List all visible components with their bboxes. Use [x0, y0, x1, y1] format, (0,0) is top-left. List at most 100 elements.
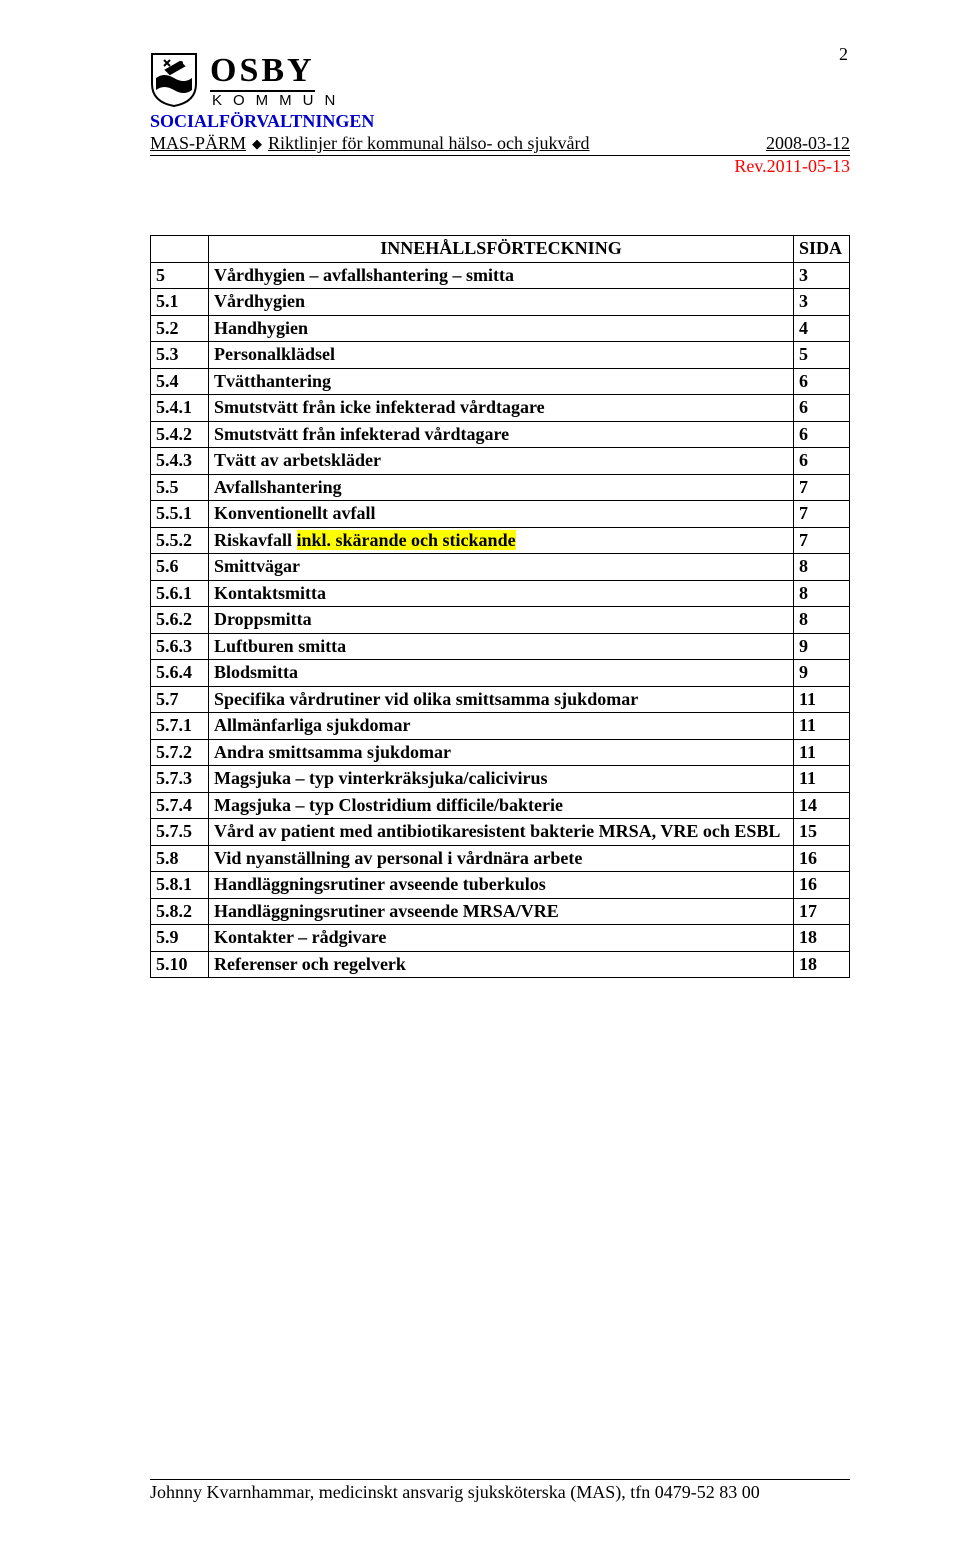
toc-row-number: 5.8 [151, 845, 209, 872]
toc-row-page: 9 [794, 633, 850, 660]
toc-row-page: 7 [794, 474, 850, 501]
logo-name: OSBY [210, 54, 315, 92]
toc-row: 5.2Handhygien4 [151, 315, 850, 342]
toc-row-title: Personalklädsel [209, 342, 794, 369]
document-header: OSBY KOMMUN SOCIALFÖRVALTNINGEN MAS-PÄRM… [150, 52, 850, 177]
subheader-prefix: MAS-PÄRM [150, 133, 246, 154]
toc-row-number: 5.8.2 [151, 898, 209, 925]
toc-row: 5.4.1Smutstvätt från icke infekterad vår… [151, 395, 850, 422]
toc-row-title: Konventionellt avfall [209, 501, 794, 528]
toc-row-title: Avfallshantering [209, 474, 794, 501]
toc-header-num [151, 236, 209, 263]
toc-row-number: 5.7.4 [151, 792, 209, 819]
toc-row-number: 5.9 [151, 925, 209, 952]
toc-row-title: Smutstvätt från icke infekterad vårdtaga… [209, 395, 794, 422]
toc-row-page: 11 [794, 739, 850, 766]
footer-text: Johnny Kvarnhammar, medicinskt ansvarig … [150, 1482, 850, 1503]
toc-row-number: 5.7.5 [151, 819, 209, 846]
toc-row-number: 5 [151, 262, 209, 289]
toc-row: 5.5.2Riskavfall inkl. skärande och stick… [151, 527, 850, 554]
toc-row-title: Magsjuka – typ Clostridium difficile/bak… [209, 792, 794, 819]
toc-row-title: Tvätt av arbetskläder [209, 448, 794, 475]
toc-row-title: Andra smittsamma sjukdomar [209, 739, 794, 766]
toc-header-page: SIDA [794, 236, 850, 263]
toc-row-page: 8 [794, 554, 850, 581]
toc-row-title: Specifika vårdrutiner vid olika smittsam… [209, 686, 794, 713]
toc-row-title: Blodsmitta [209, 660, 794, 687]
toc-row-title: Riskavfall inkl. skärande och stickande [209, 527, 794, 554]
toc-row-number: 5.4.3 [151, 448, 209, 475]
toc-row-number: 5.6.1 [151, 580, 209, 607]
footer-rule [150, 1479, 850, 1480]
toc-row: 5.7.2Andra smittsamma sjukdomar11 [151, 739, 850, 766]
revision-date: Rev.2011-05-13 [150, 156, 850, 177]
toc-row-page: 4 [794, 315, 850, 342]
toc-row-page: 7 [794, 527, 850, 554]
toc-row-page: 6 [794, 448, 850, 475]
toc-row-title: Luftburen smitta [209, 633, 794, 660]
diamond-icon: ◆ [252, 136, 262, 152]
toc-row: 5Vårdhygien – avfallshantering – smitta3 [151, 262, 850, 289]
footer: Johnny Kvarnhammar, medicinskt ansvarig … [150, 1479, 850, 1503]
toc-row-number: 5.7 [151, 686, 209, 713]
toc-row-number: 5.10 [151, 951, 209, 978]
toc-row-title: Vid nyanställning av personal i vårdnära… [209, 845, 794, 872]
toc-row-title: Referenser och regelverk [209, 951, 794, 978]
toc-row-page: 11 [794, 766, 850, 793]
department-name: SOCIALFÖRVALTNINGEN [150, 111, 850, 132]
toc-row-page: 8 [794, 580, 850, 607]
toc-row-title: Vårdhygien [209, 289, 794, 316]
toc-row-number: 5.7.1 [151, 713, 209, 740]
toc-row: 5.7.4Magsjuka – typ Clostridium difficil… [151, 792, 850, 819]
municipality-shield-icon [150, 52, 198, 108]
toc-row-number: 5.8.1 [151, 872, 209, 899]
toc-row: 5.7Specifika vårdrutiner vid olika smitt… [151, 686, 850, 713]
toc-row: 5.4Tvätthantering6 [151, 368, 850, 395]
toc-row-title: Vårdhygien – avfallshantering – smitta [209, 262, 794, 289]
toc-row-number: 5.4.2 [151, 421, 209, 448]
toc-row-page: 11 [794, 686, 850, 713]
logo-block: OSBY KOMMUN [150, 52, 850, 109]
toc-row-title: Smittvägar [209, 554, 794, 581]
toc-row: 5.4.3Tvätt av arbetskläder6 [151, 448, 850, 475]
toc-row: 5.10Referenser och regelverk18 [151, 951, 850, 978]
toc-row-number: 5.5.1 [151, 501, 209, 528]
toc-row-title: Smutstvätt från infekterad vårdtagare [209, 421, 794, 448]
toc-header-row: INNEHÅLLSFÖRTECKNINGSIDA [151, 236, 850, 263]
toc-row-page: 6 [794, 395, 850, 422]
toc-row-number: 5.2 [151, 315, 209, 342]
toc-row-title: Kontakter – rådgivare [209, 925, 794, 952]
toc-row: 5.5Avfallshantering7 [151, 474, 850, 501]
toc-row-title: Handläggningsrutiner avseende tuberkulos [209, 872, 794, 899]
toc-row-number: 5.1 [151, 289, 209, 316]
toc-row: 5.8.1Handläggningsrutiner avseende tuber… [151, 872, 850, 899]
toc-row-page: 3 [794, 289, 850, 316]
toc-row-page: 6 [794, 368, 850, 395]
toc-row: 5.9Kontakter – rådgivare18 [151, 925, 850, 952]
toc-row-page: 18 [794, 951, 850, 978]
toc-row: 5.6.2Droppsmitta8 [151, 607, 850, 634]
toc-row: 5.7.5Vård av patient med antibiotikaresi… [151, 819, 850, 846]
toc-row-page: 18 [794, 925, 850, 952]
toc-row-page: 9 [794, 660, 850, 687]
toc-row: 5.4.2Smutstvätt från infekterad vårdtaga… [151, 421, 850, 448]
toc-row-title: Vård av patient med antibiotikaresistent… [209, 819, 794, 846]
toc-row-page: 14 [794, 792, 850, 819]
toc-row-title: Allmänfarliga sjukdomar [209, 713, 794, 740]
toc-row: 5.8Vid nyanställning av personal i vårdn… [151, 845, 850, 872]
toc-row-number: 5.7.2 [151, 739, 209, 766]
toc-row-page: 15 [794, 819, 850, 846]
toc-row: 5.3Personalklädsel5 [151, 342, 850, 369]
toc-row-number: 5.6.4 [151, 660, 209, 687]
toc-row-number: 5.4.1 [151, 395, 209, 422]
toc-row-title: Tvätthantering [209, 368, 794, 395]
toc-row-page: 11 [794, 713, 850, 740]
toc-row: 5.8.2Handläggningsrutiner avseende MRSA/… [151, 898, 850, 925]
toc-row-page: 8 [794, 607, 850, 634]
toc-row-title: Kontaktsmitta [209, 580, 794, 607]
toc-row-page: 7 [794, 501, 850, 528]
toc-row-title: Magsjuka – typ vinterkräksjuka/calicivir… [209, 766, 794, 793]
toc-row-number: 5.6 [151, 554, 209, 581]
toc-row-number: 5.3 [151, 342, 209, 369]
subheader-date: 2008-03-12 [766, 133, 850, 154]
